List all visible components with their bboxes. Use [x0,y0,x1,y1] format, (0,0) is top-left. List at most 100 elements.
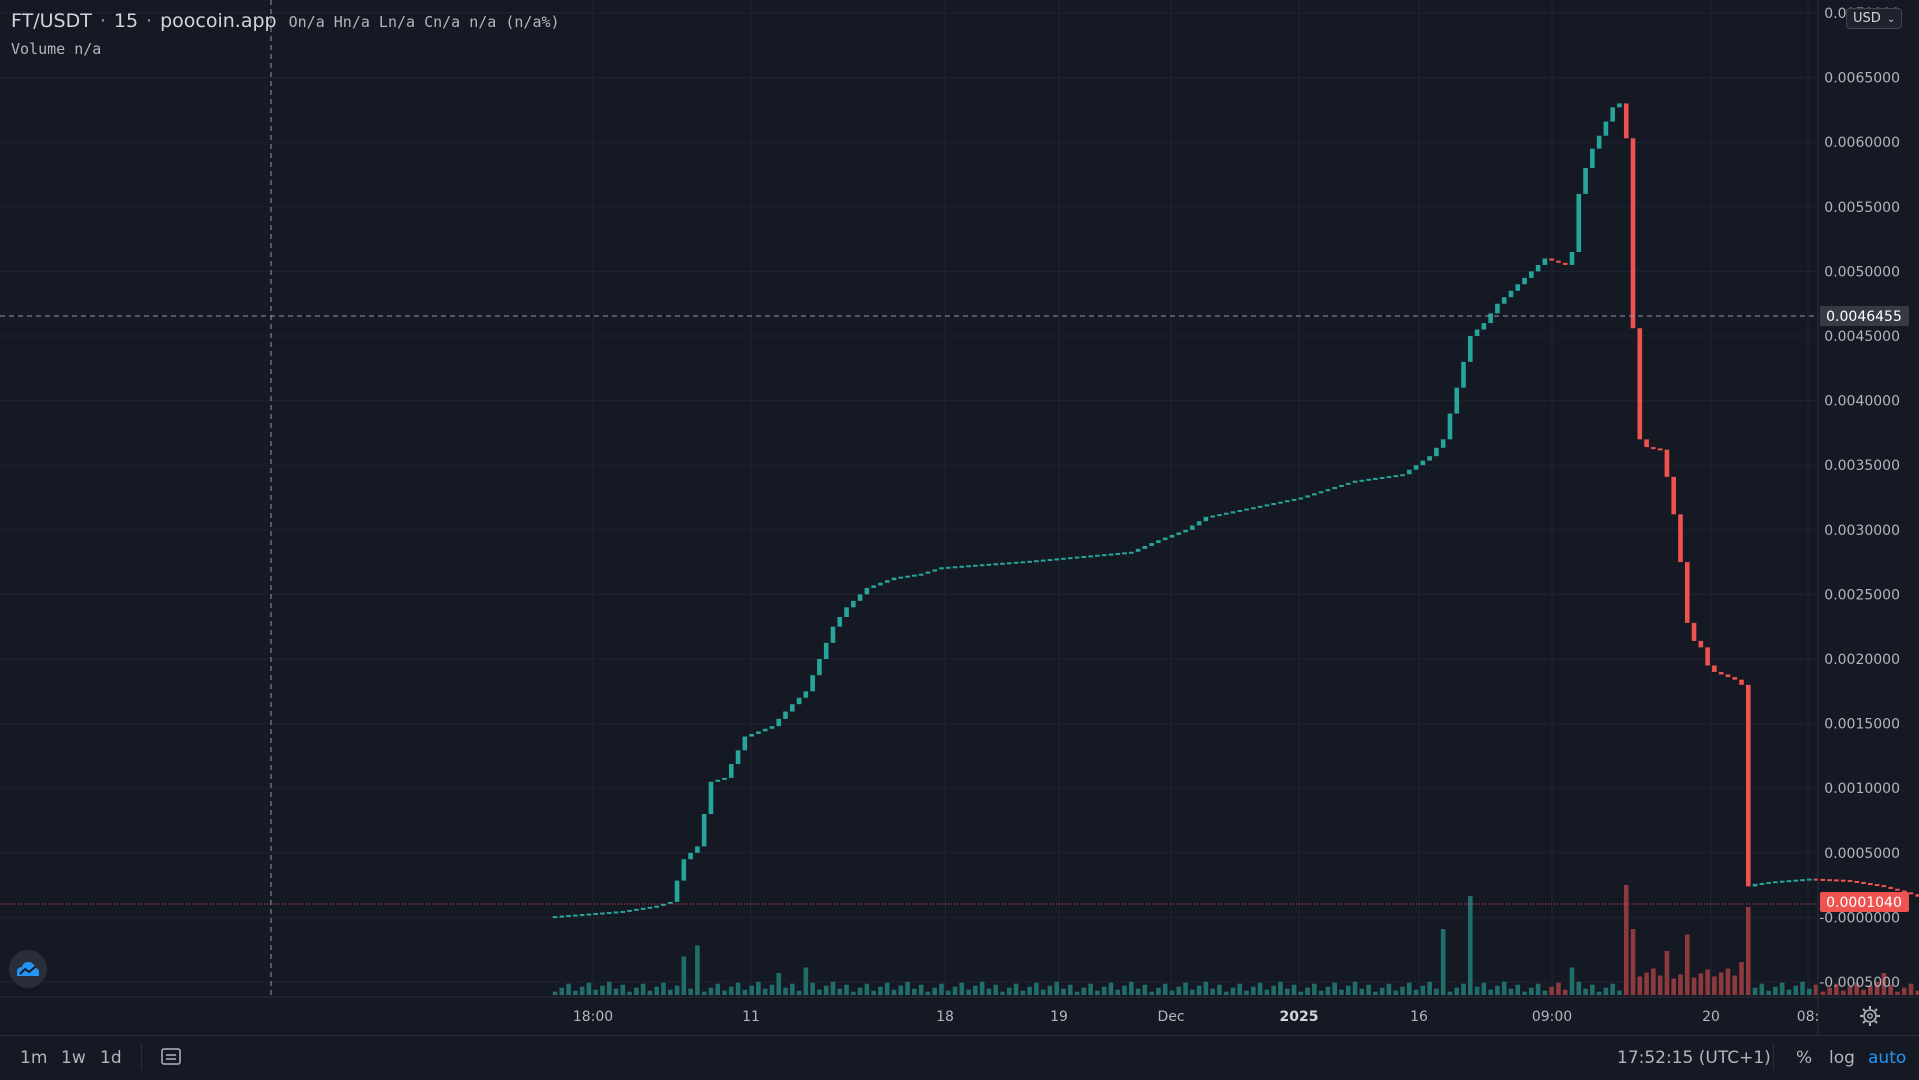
time-tick-label: 2025 [1280,1009,1319,1025]
volume-bar [783,987,788,995]
candle [586,913,592,916]
candle [1406,469,1412,475]
candle [1786,880,1792,883]
volume-bar [1535,983,1541,995]
volume-bar [1203,981,1209,995]
volume-bar [1522,991,1527,995]
candle [837,617,843,627]
volume-bar [1156,987,1161,995]
volume-bar [1854,982,1860,995]
candle [1244,508,1249,511]
price-tick-label: 0.0040000 [1824,394,1900,410]
volume-bar [640,983,646,995]
time-axis[interactable]: 18:00 11 18 19 Dec 2025 16 09:00 20 08: [573,1009,1819,1025]
volume-bar [606,981,612,995]
cloud-logo-icon[interactable] [9,950,47,988]
candle [1468,336,1473,362]
gear-icon[interactable] [1860,1006,1880,1026]
candle [1745,684,1751,887]
volume-bar [776,973,782,995]
volume-bar [695,945,700,995]
currency-selector[interactable]: USD ⌄ [1846,8,1903,29]
price-axis[interactable]: 0.00700000.00650000.00600000.00550000.00… [1819,6,1900,991]
volume-bar [1590,984,1595,995]
candle [769,726,775,729]
candle [1386,476,1392,479]
volume-bar [1312,983,1317,995]
volume-bar [1725,968,1731,995]
volume-bar [1766,990,1771,995]
volume-bar [1237,983,1243,995]
candle [1698,640,1704,648]
volume-bar [613,988,619,995]
candle [715,779,721,782]
candle [1501,297,1507,304]
clock-time[interactable]: 17:52:15 (UTC+1) [1617,1048,1771,1068]
log-toggle[interactable]: log [1829,1048,1855,1068]
candle [1223,512,1229,515]
candle [1006,562,1012,565]
volume-bar [1508,988,1514,995]
candle [844,607,849,618]
candle [1657,448,1663,451]
price-tick-label: 0.0010000 [1824,781,1900,797]
volume-bar [1583,988,1588,995]
volume-bar [1501,981,1507,995]
candle [945,566,951,569]
volume-bar [1773,986,1778,995]
volume-bar [579,986,585,995]
interval-label[interactable]: 15 [113,10,139,32]
candle [1169,534,1175,538]
price-chart[interactable]: 0.00700000.00650000.00600000.00550000.00… [0,0,1919,1035]
volume-bar [1406,982,1412,995]
candle [695,846,700,853]
candle [1040,559,1046,562]
candle [1908,892,1914,895]
candle [1752,883,1758,887]
candle [1108,553,1114,556]
candle [1366,478,1371,481]
volume-bar [647,990,653,995]
candle [1020,561,1026,564]
volume-bar [1684,934,1690,995]
candle [762,728,768,732]
volume-bar [1847,986,1853,995]
time-tick-label: 18 [936,1009,954,1025]
candle [1671,476,1676,515]
volume-bar [1386,983,1392,995]
candle [1264,504,1270,507]
candle [1393,475,1399,478]
volume-bar [708,987,714,995]
auto-toggle[interactable]: auto [1868,1048,1907,1068]
candle [1854,880,1860,883]
candle [1603,121,1609,136]
interval-button-1m[interactable]: 1m [20,1048,48,1068]
candle [1122,552,1127,555]
volume-bar [1020,990,1026,995]
candle [1183,529,1188,533]
volume-bar [878,986,883,995]
volume-bar [1698,973,1704,995]
interval-button-1w[interactable]: 1w [61,1048,86,1068]
candles [552,103,1919,919]
candle [1081,555,1087,558]
compare-icon[interactable] [160,1046,182,1073]
price-tick-label: 0.0035000 [1824,458,1900,474]
volume-bar [1034,982,1039,995]
volume-bar [688,988,693,995]
interval-button-1d[interactable]: 1d [100,1048,122,1068]
volume-bar [1047,985,1053,995]
candle [640,907,646,910]
symbol-name[interactable]: FT/USDT [11,10,92,32]
volume-bar [1868,985,1873,995]
volume-bar [1556,982,1561,995]
volume-bar [925,991,931,995]
volume-bar [1759,983,1765,995]
volume-bar [1345,985,1351,995]
volume-bar [796,990,802,995]
candle [674,880,680,902]
percent-toggle[interactable]: % [1796,1048,1813,1068]
volume-bar [959,982,965,995]
volume-bar [1549,986,1554,995]
volume-bar [1705,969,1710,995]
